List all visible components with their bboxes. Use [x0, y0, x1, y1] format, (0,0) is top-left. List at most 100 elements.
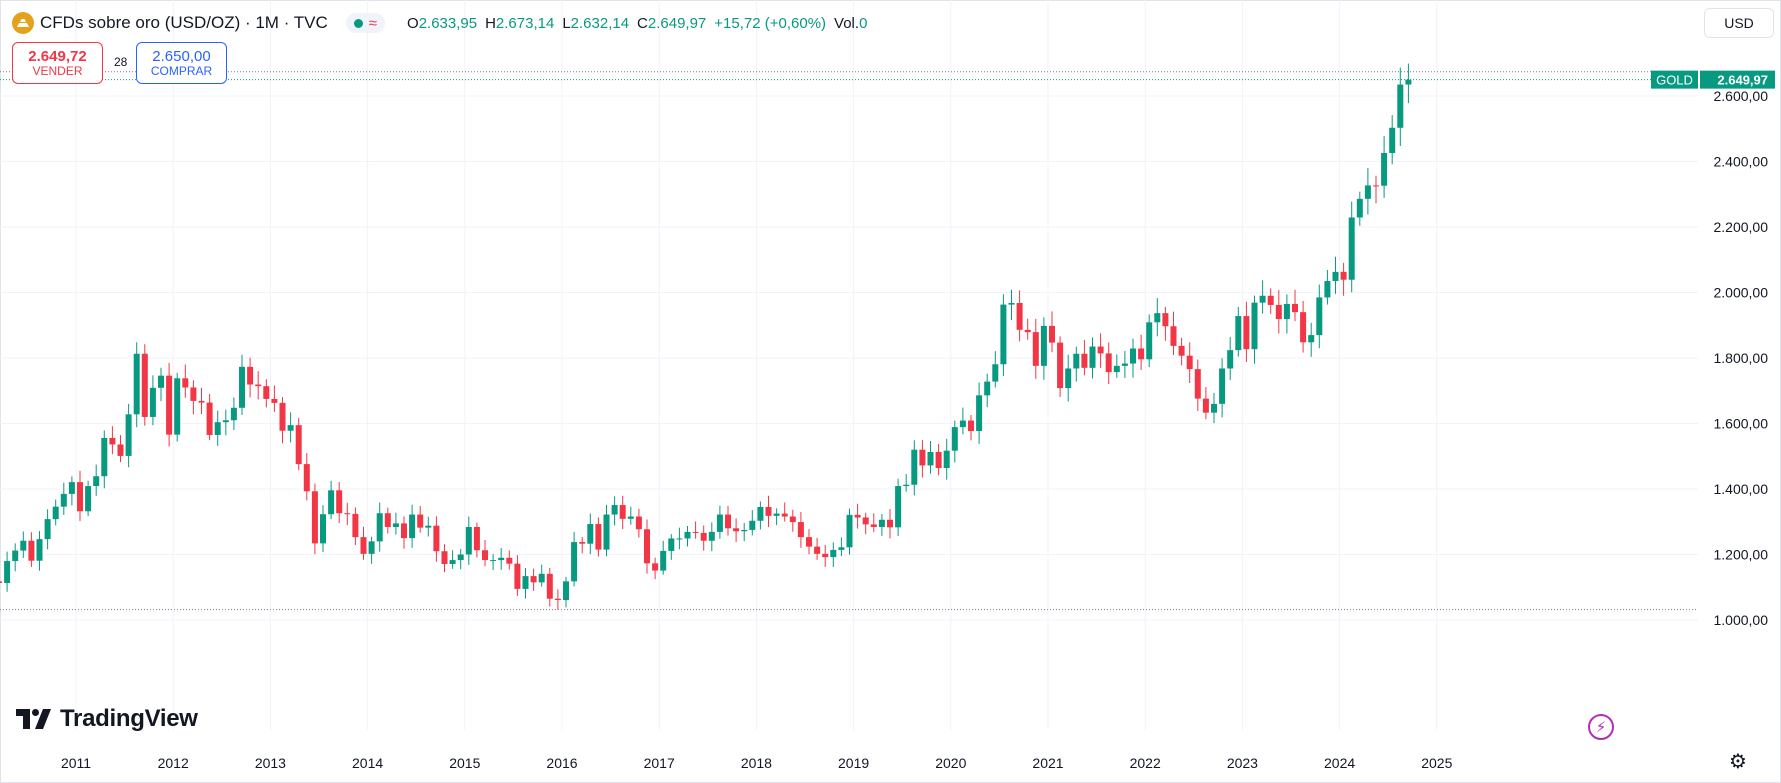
- candle-body: [895, 486, 902, 528]
- candle: [1016, 290, 1023, 342]
- candle: [749, 510, 756, 536]
- candle-body: [887, 519, 893, 528]
- price-tag-symbol-bg: [1651, 70, 1698, 89]
- candle: [198, 387, 205, 414]
- candle-body: [190, 387, 197, 401]
- candle-body: [611, 505, 618, 515]
- x-tick-label: 2012: [158, 755, 189, 771]
- tradingview-logo-text: TradingView: [60, 705, 198, 732]
- x-tick-label: 2014: [352, 755, 383, 771]
- candle-body: [311, 491, 318, 544]
- candle: [968, 414, 974, 441]
- candle: [1243, 301, 1250, 362]
- candle: [263, 379, 270, 408]
- candle-body: [1186, 355, 1193, 370]
- sell-button[interactable]: 2.649,72 VENDER: [12, 42, 103, 84]
- y-tick-label: 2.400,00: [1714, 154, 1769, 170]
- candle: [255, 371, 262, 400]
- candle: [635, 508, 642, 538]
- candle: [368, 536, 375, 564]
- candle-body: [101, 437, 108, 477]
- market-status-pill[interactable]: ≈: [345, 13, 386, 33]
- candle: [441, 544, 448, 573]
- candle-body: [247, 366, 254, 385]
- candle-body: [538, 573, 545, 583]
- candle: [546, 567, 553, 607]
- buy-button[interactable]: 2.650,00 COMPRAR: [136, 42, 227, 84]
- candle-body: [959, 420, 966, 428]
- candle-body: [741, 529, 748, 532]
- candle: [741, 522, 748, 542]
- candle-body: [668, 538, 675, 551]
- candle: [1219, 358, 1226, 418]
- candle-body: [522, 576, 529, 589]
- candle: [1154, 298, 1161, 337]
- buy-label: COMPRAR: [150, 63, 213, 78]
- candle-body: [133, 353, 140, 415]
- symbol-title[interactable]: CFDs sobre oro (USD/OZ) · 1M · TVC: [40, 13, 328, 32]
- candle: [830, 542, 837, 568]
- candle-body: [968, 420, 974, 432]
- currency-selector[interactable]: USD: [1704, 8, 1774, 38]
- candle: [757, 501, 764, 530]
- candle-body: [652, 563, 659, 571]
- candle: [409, 504, 416, 548]
- candle-body: [4, 561, 11, 583]
- candle: [1146, 314, 1153, 368]
- candle: [862, 512, 869, 535]
- candle-body: [214, 422, 221, 435]
- candle: [117, 435, 124, 463]
- candle-body: [627, 516, 634, 519]
- candle-body: [595, 524, 602, 550]
- candle: [4, 551, 11, 592]
- candle: [822, 544, 829, 567]
- candles: [0, 63, 1412, 610]
- candle-body: [806, 537, 812, 547]
- candle: [498, 547, 505, 570]
- candle: [1275, 290, 1282, 334]
- candle-body: [822, 553, 829, 558]
- candle-body: [749, 520, 756, 530]
- y-tick-label: 1.400,00: [1714, 481, 1769, 497]
- lightning-icon[interactable]: ⚡: [1588, 714, 1614, 740]
- x-tick-label: 2017: [644, 755, 675, 771]
- candle: [133, 342, 140, 428]
- candle-body: [1211, 403, 1217, 413]
- candle: [77, 470, 83, 522]
- candle: [708, 522, 715, 552]
- candle-body: [976, 395, 983, 432]
- candle-body: [765, 507, 772, 516]
- candle-body: [1324, 281, 1331, 298]
- candle-body: [20, 540, 27, 551]
- ohlc-open: O2.633,95: [407, 14, 478, 32]
- candle-body: [644, 529, 650, 564]
- candle: [725, 505, 731, 536]
- candle-body: [830, 549, 837, 558]
- x-tick-label: 2013: [255, 755, 286, 771]
- candle: [644, 519, 650, 574]
- candle: [328, 480, 335, 520]
- candle-body: [1170, 326, 1177, 346]
- tradingview-logo[interactable]: TradingView: [16, 705, 198, 733]
- candle-body: [368, 541, 375, 554]
- x-tick-label: 2019: [838, 755, 869, 771]
- candle-body: [1089, 346, 1096, 368]
- candle-body: [546, 573, 553, 599]
- candle-body: [1113, 365, 1120, 373]
- candle: [1194, 359, 1201, 411]
- candle-body: [757, 507, 764, 521]
- candle: [174, 372, 181, 442]
- candle-body: [417, 514, 424, 528]
- chart-settings-gear-icon[interactable]: ⚙: [1729, 751, 1747, 773]
- candle: [1308, 322, 1315, 357]
- candle-body: [708, 531, 715, 541]
- candle-body: [1105, 353, 1112, 373]
- candle-body: [85, 486, 92, 512]
- candle: [182, 364, 189, 398]
- delayed-data-icon: ≈: [368, 14, 378, 32]
- candle-body: [814, 546, 821, 554]
- candle: [1340, 262, 1347, 296]
- candle-body: [12, 550, 19, 562]
- candle-body: [222, 420, 229, 423]
